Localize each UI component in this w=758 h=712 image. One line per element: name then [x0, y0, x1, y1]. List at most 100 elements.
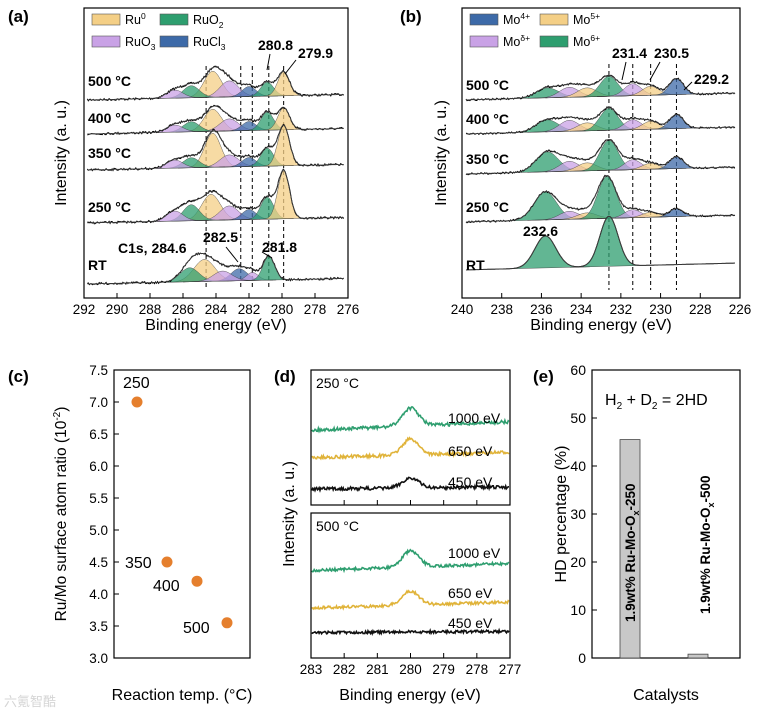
legend-label-text: Mo — [573, 13, 590, 27]
x-tick-label: 276 — [337, 302, 360, 317]
legend-label: Ru0 — [125, 11, 146, 27]
panel-c-y-axis: 3.0 3.5 4.0 4.5 5.0 5.5 6.0 6.5 7.0 7.5 — [89, 363, 119, 666]
trace-2 — [465, 138, 736, 176]
category-text: 1.9wt% Ru-Mo-O — [623, 516, 638, 623]
x-tick-label: 292 — [73, 302, 96, 317]
y-tick-label: 60 — [570, 362, 586, 378]
legend-swatch — [539, 13, 569, 26]
annotation-arrow — [261, 251, 273, 259]
x-tick-label: 281 — [366, 662, 389, 677]
legend-swatch — [91, 35, 121, 48]
scatter-point — [191, 575, 203, 587]
legend-swatch — [469, 35, 499, 48]
legend-label-text: Mo — [573, 35, 590, 49]
x-tick-label: 277 — [499, 662, 522, 677]
legend-label-text: Mo — [503, 35, 520, 49]
panel-a-xlabel: Binding energy (eV) — [145, 317, 286, 334]
panel-e-eq-sub1: 2 — [617, 401, 623, 412]
legend-label-sup: 5+ — [590, 11, 600, 21]
fit-envelope — [466, 215, 735, 271]
scatter-point — [221, 617, 233, 629]
panel-d-subtitle-250: 250 °C — [316, 375, 359, 391]
panel-e-ylabel: HD percentage (%) — [553, 446, 570, 583]
component-peak — [182, 270, 262, 283]
y-tick-label: 30 — [570, 506, 586, 522]
point-label: 350 — [125, 555, 152, 572]
x-tick-label: 280 — [399, 662, 422, 677]
trace-2 — [86, 123, 344, 172]
fit-envelope — [87, 169, 344, 224]
bar — [619, 439, 641, 659]
y-tick-label: 3.5 — [89, 619, 108, 634]
legend-swatch — [91, 13, 121, 26]
spectrum-line — [311, 548, 510, 574]
category-suffix: -500 — [698, 475, 713, 502]
panel-e-letter: (e) — [533, 367, 554, 386]
y-tick-label: 5.5 — [89, 491, 108, 506]
y-tick-label: 0 — [578, 650, 586, 666]
panel-d-ylabel: Intensity (a. u.) — [281, 461, 298, 567]
x-tick-label: 286 — [172, 302, 195, 317]
legend-label-sup: δ+ — [520, 33, 530, 43]
panel-d-subtitle-500: 500 °C — [316, 518, 359, 534]
bar — [687, 653, 709, 659]
panel-b-xlabel: Binding energy (eV) — [530, 317, 671, 334]
panel-c: (c) 3.0 3.5 4.0 4.5 5.0 5.5 6.0 6.5 7.0 7.5 250 35… — [8, 363, 252, 704]
panel-b-plot: 500 °C 400 °C 350 °C 250 °C RT 231.4 230.5 229.… — [465, 45, 736, 290]
trace-label: 350 °C — [466, 151, 509, 167]
trace-3 — [465, 174, 736, 224]
energy-label: 650 eV — [448, 443, 493, 459]
bar-category-label: 1.9wt% Ru-Mo-Ox-500 — [698, 475, 716, 614]
legend-label-sup: 0 — [141, 11, 146, 21]
legend-swatch — [159, 35, 189, 48]
trace-4 — [87, 251, 345, 286]
x-tick-label: 232 — [610, 302, 633, 317]
y-tick-label: 4.0 — [89, 587, 108, 602]
y-tick-label: 40 — [570, 458, 586, 474]
peak-annotation: 229.2 — [694, 71, 729, 87]
panel-b-frame — [461, 7, 741, 299]
panel-c-ylabel-sup: -2 — [52, 411, 63, 420]
y-tick-label: 5.0 — [89, 523, 108, 538]
panel-c-ylabel-end: ) — [53, 407, 70, 412]
energy-label: 650 eV — [448, 585, 493, 601]
component-peak — [500, 235, 590, 270]
energy-label: 450 eV — [448, 615, 493, 631]
peak-annotation: C1s, 284.6 — [118, 240, 187, 256]
panel-e-eq-h: H — [605, 392, 617, 409]
panel-a-letter: (a) — [8, 7, 29, 26]
panel-e-frame — [591, 369, 741, 659]
peak-annotation: 279.9 — [298, 45, 333, 61]
panel-c-ylabel-main: Ru/Mo surface atom ratio (10 — [53, 420, 70, 621]
y-tick-label: 7.0 — [89, 395, 108, 410]
annotation-arrow — [284, 59, 297, 75]
trace-label: 400 °C — [466, 111, 509, 127]
legend-label: RuCl3 — [193, 35, 226, 52]
peak-annotation: 232.6 — [523, 223, 558, 239]
panel-b-legend: Mo4+ Mo5+Moδ+ Mo6+ — [469, 11, 600, 49]
y-tick-label: 20 — [570, 554, 586, 570]
point-label: 250 — [123, 375, 150, 392]
category-sub: x — [631, 510, 641, 515]
panel-e-bars: 1.9wt% Ru-Mo-Ox-250 1.9wt% Ru-Mo-Ox-500 — [619, 439, 716, 659]
panel-b-x-axis: 240 238 236 234 232 230 228 226 — [451, 293, 751, 317]
y-tick-label: 10 — [570, 602, 586, 618]
category-suffix: -250 — [623, 483, 638, 510]
trace-label: 250 °C — [466, 199, 509, 215]
fit-envelope — [466, 106, 735, 135]
trace-label: 250 °C — [88, 199, 131, 215]
panel-d-letter: (d) — [274, 367, 296, 386]
x-tick-label: 278 — [466, 662, 489, 677]
panel-d-xlabel: Binding energy (eV) — [339, 687, 480, 704]
panel-a-x-axis: 292 290 288 286 284 282 280 278 276 — [73, 293, 360, 317]
trace-label: 500 °C — [88, 73, 131, 89]
panel-c-letter: (c) — [8, 367, 29, 386]
x-tick-label: 279 — [432, 662, 455, 677]
trace-label: 400 °C — [88, 110, 131, 126]
energy-label: 450 eV — [448, 474, 493, 490]
x-tick-label: 228 — [689, 302, 712, 317]
trace-0 — [465, 74, 736, 102]
